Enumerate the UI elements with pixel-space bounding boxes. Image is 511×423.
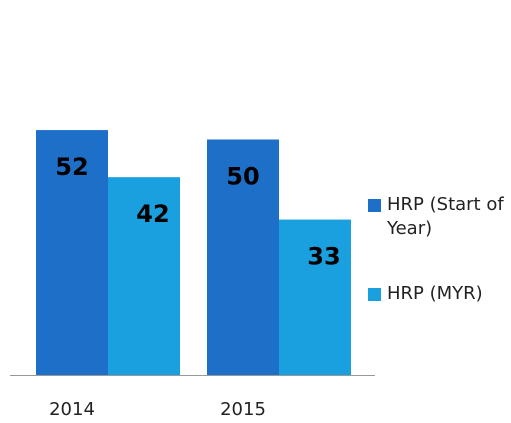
bar <box>207 139 279 375</box>
legend-item: HRP (MYR) <box>368 282 508 306</box>
x-tick-label: 2015 <box>220 399 266 420</box>
data-label: 50 <box>226 163 259 191</box>
bar <box>36 130 108 375</box>
legend-label: HRP (MYR) <box>387 283 483 304</box>
legend-label: HRP (Start of Year) <box>387 194 504 239</box>
x-tick-label: 2014 <box>49 399 95 420</box>
legend-item: HRP (Start of Year) <box>368 193 508 241</box>
data-label: 33 <box>307 243 340 271</box>
data-label: 52 <box>55 153 88 181</box>
legend-swatch <box>368 199 381 212</box>
data-label: 42 <box>136 200 169 228</box>
bar <box>279 219 351 375</box>
legend-swatch <box>368 288 381 301</box>
bar <box>108 177 180 375</box>
